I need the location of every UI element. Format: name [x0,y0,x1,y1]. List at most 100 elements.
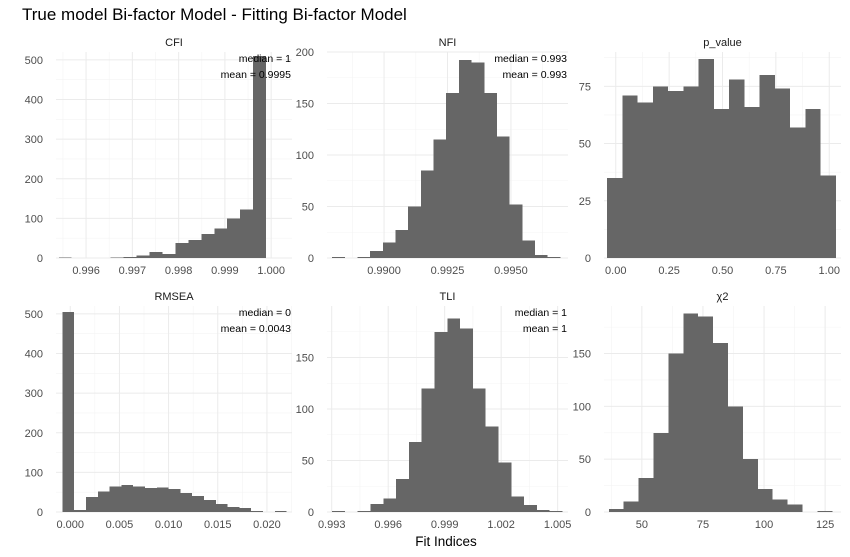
figure-title: True model Bi-factor Model - Fitting Bi-… [22,5,407,24]
x-tick-label: 75 [697,519,709,531]
histogram-bar [485,426,499,512]
facet-title: χ2 [717,291,729,303]
histogram-bar [607,177,623,258]
histogram-bar [460,328,473,512]
histogram-bar [757,488,773,512]
x-tick-label: 0.9900 [367,265,401,277]
y-tick-label: 0 [308,253,314,265]
histogram-bar [434,331,448,512]
histogram-bar [522,240,536,258]
histogram-bar [790,127,806,259]
histogram-bar [742,459,758,512]
y-tick-label: 100 [25,467,43,479]
histogram-bar [729,79,745,258]
mean-annotation: mean = 0.993 [502,69,567,81]
y-tick-label: 400 [25,95,43,107]
histogram-bar [668,353,684,512]
histogram-bar [180,492,193,512]
x-tick-label: 0.993 [318,519,346,531]
x-tick-label: 1.002 [487,519,515,531]
y-tick-label: 300 [25,388,43,400]
histogram-bar [370,503,384,512]
histogram-bar [110,257,124,259]
y-tick-label: 100 [573,401,591,413]
x-tick-label: 125 [816,519,834,531]
facet-title: RMSEA [154,291,194,303]
histogram-bar [133,486,145,512]
x-tick-label: 0.25 [658,265,679,277]
x-tick-label: 0.75 [765,265,786,277]
facet-panel-4: 0 50 100 150 0.993 0.996 0.999 1.002 1.005 TLI med… [296,291,572,531]
y-tick-label: 0 [585,507,591,519]
x-tick-label: 0.000 [56,519,84,531]
histogram-bar [484,93,497,258]
histogram-bar [144,488,157,512]
histogram-bar [458,60,472,258]
histogram-bar [156,487,169,512]
y-tick-label: 0 [37,507,43,519]
y-tick-label: 0 [308,507,314,519]
histogram-bar [817,510,833,512]
y-tick-label: 75 [579,81,591,93]
histogram-bar [201,234,215,258]
x-tick-label: 1.00 [819,265,840,277]
histogram-bar [274,511,287,512]
histogram-bar [420,170,434,258]
histogram-bar [509,204,523,258]
y-tick-label: 150 [296,353,314,365]
y-tick-label: 50 [302,456,314,468]
facet-panel-1: 0 50 100 150 200 0.9900 0.9925 0.9950 NFI median … [296,37,568,277]
histogram-bar [332,510,345,512]
histogram-bar [162,254,176,258]
histogram-bar [774,88,791,258]
histogram-bar [121,485,134,512]
histogram-bar [227,507,240,512]
histogram-bar [203,500,216,512]
mean-annotation: mean = 0.9995 [221,69,292,81]
y-tick-label: 200 [25,428,43,440]
facet-panel-2: 0 25 50 75 0.00 0.25 0.50 0.75 1.00 p_value [579,37,841,277]
y-tick-label: 100 [296,404,314,416]
histogram-bar [214,228,228,258]
x-tick-label: 0.997 [119,265,147,277]
x-tick-label: 0.999 [211,265,239,277]
histogram-bar [698,58,714,258]
histogram-bar [496,136,510,258]
histogram-bar [549,510,563,512]
facet-title: TLI [440,291,456,303]
histogram-bar [471,62,485,258]
y-tick-label: 150 [573,349,591,361]
histogram-bar [215,504,228,512]
histogram-bar [370,250,383,258]
histogram-bar [511,496,525,512]
histogram-bar [622,95,638,258]
histogram-bar [62,311,75,512]
histogram-bar [727,406,743,512]
histogram-bar [623,501,639,512]
x-tick-label: 0.9950 [494,265,528,277]
mean-annotation: mean = 1 [523,323,567,335]
histogram-bar [149,252,163,258]
x-tick-label: 0.996 [374,519,402,531]
median-annotation: median = 1 [239,53,291,65]
histogram-bar [97,491,110,512]
histogram-bar [447,318,461,512]
histogram-bar [536,509,550,512]
y-tick-label: 200 [296,47,314,59]
histogram-bar [332,256,345,258]
y-tick-label: 100 [25,213,43,225]
histogram-bar [524,504,537,512]
histogram-bar [713,109,730,258]
y-tick-label: 500 [25,55,43,67]
histogram-bar [446,93,459,258]
histogram-bar [253,55,267,258]
histogram-bar [123,257,137,258]
x-tick-label: 0.010 [155,519,183,531]
x-tick-label: 0.998 [165,265,193,277]
facet-title: NFI [439,37,457,49]
median-annotation: median = 0 [239,307,291,319]
y-tick-label: 0 [37,253,43,265]
histogram-bar [175,242,189,258]
